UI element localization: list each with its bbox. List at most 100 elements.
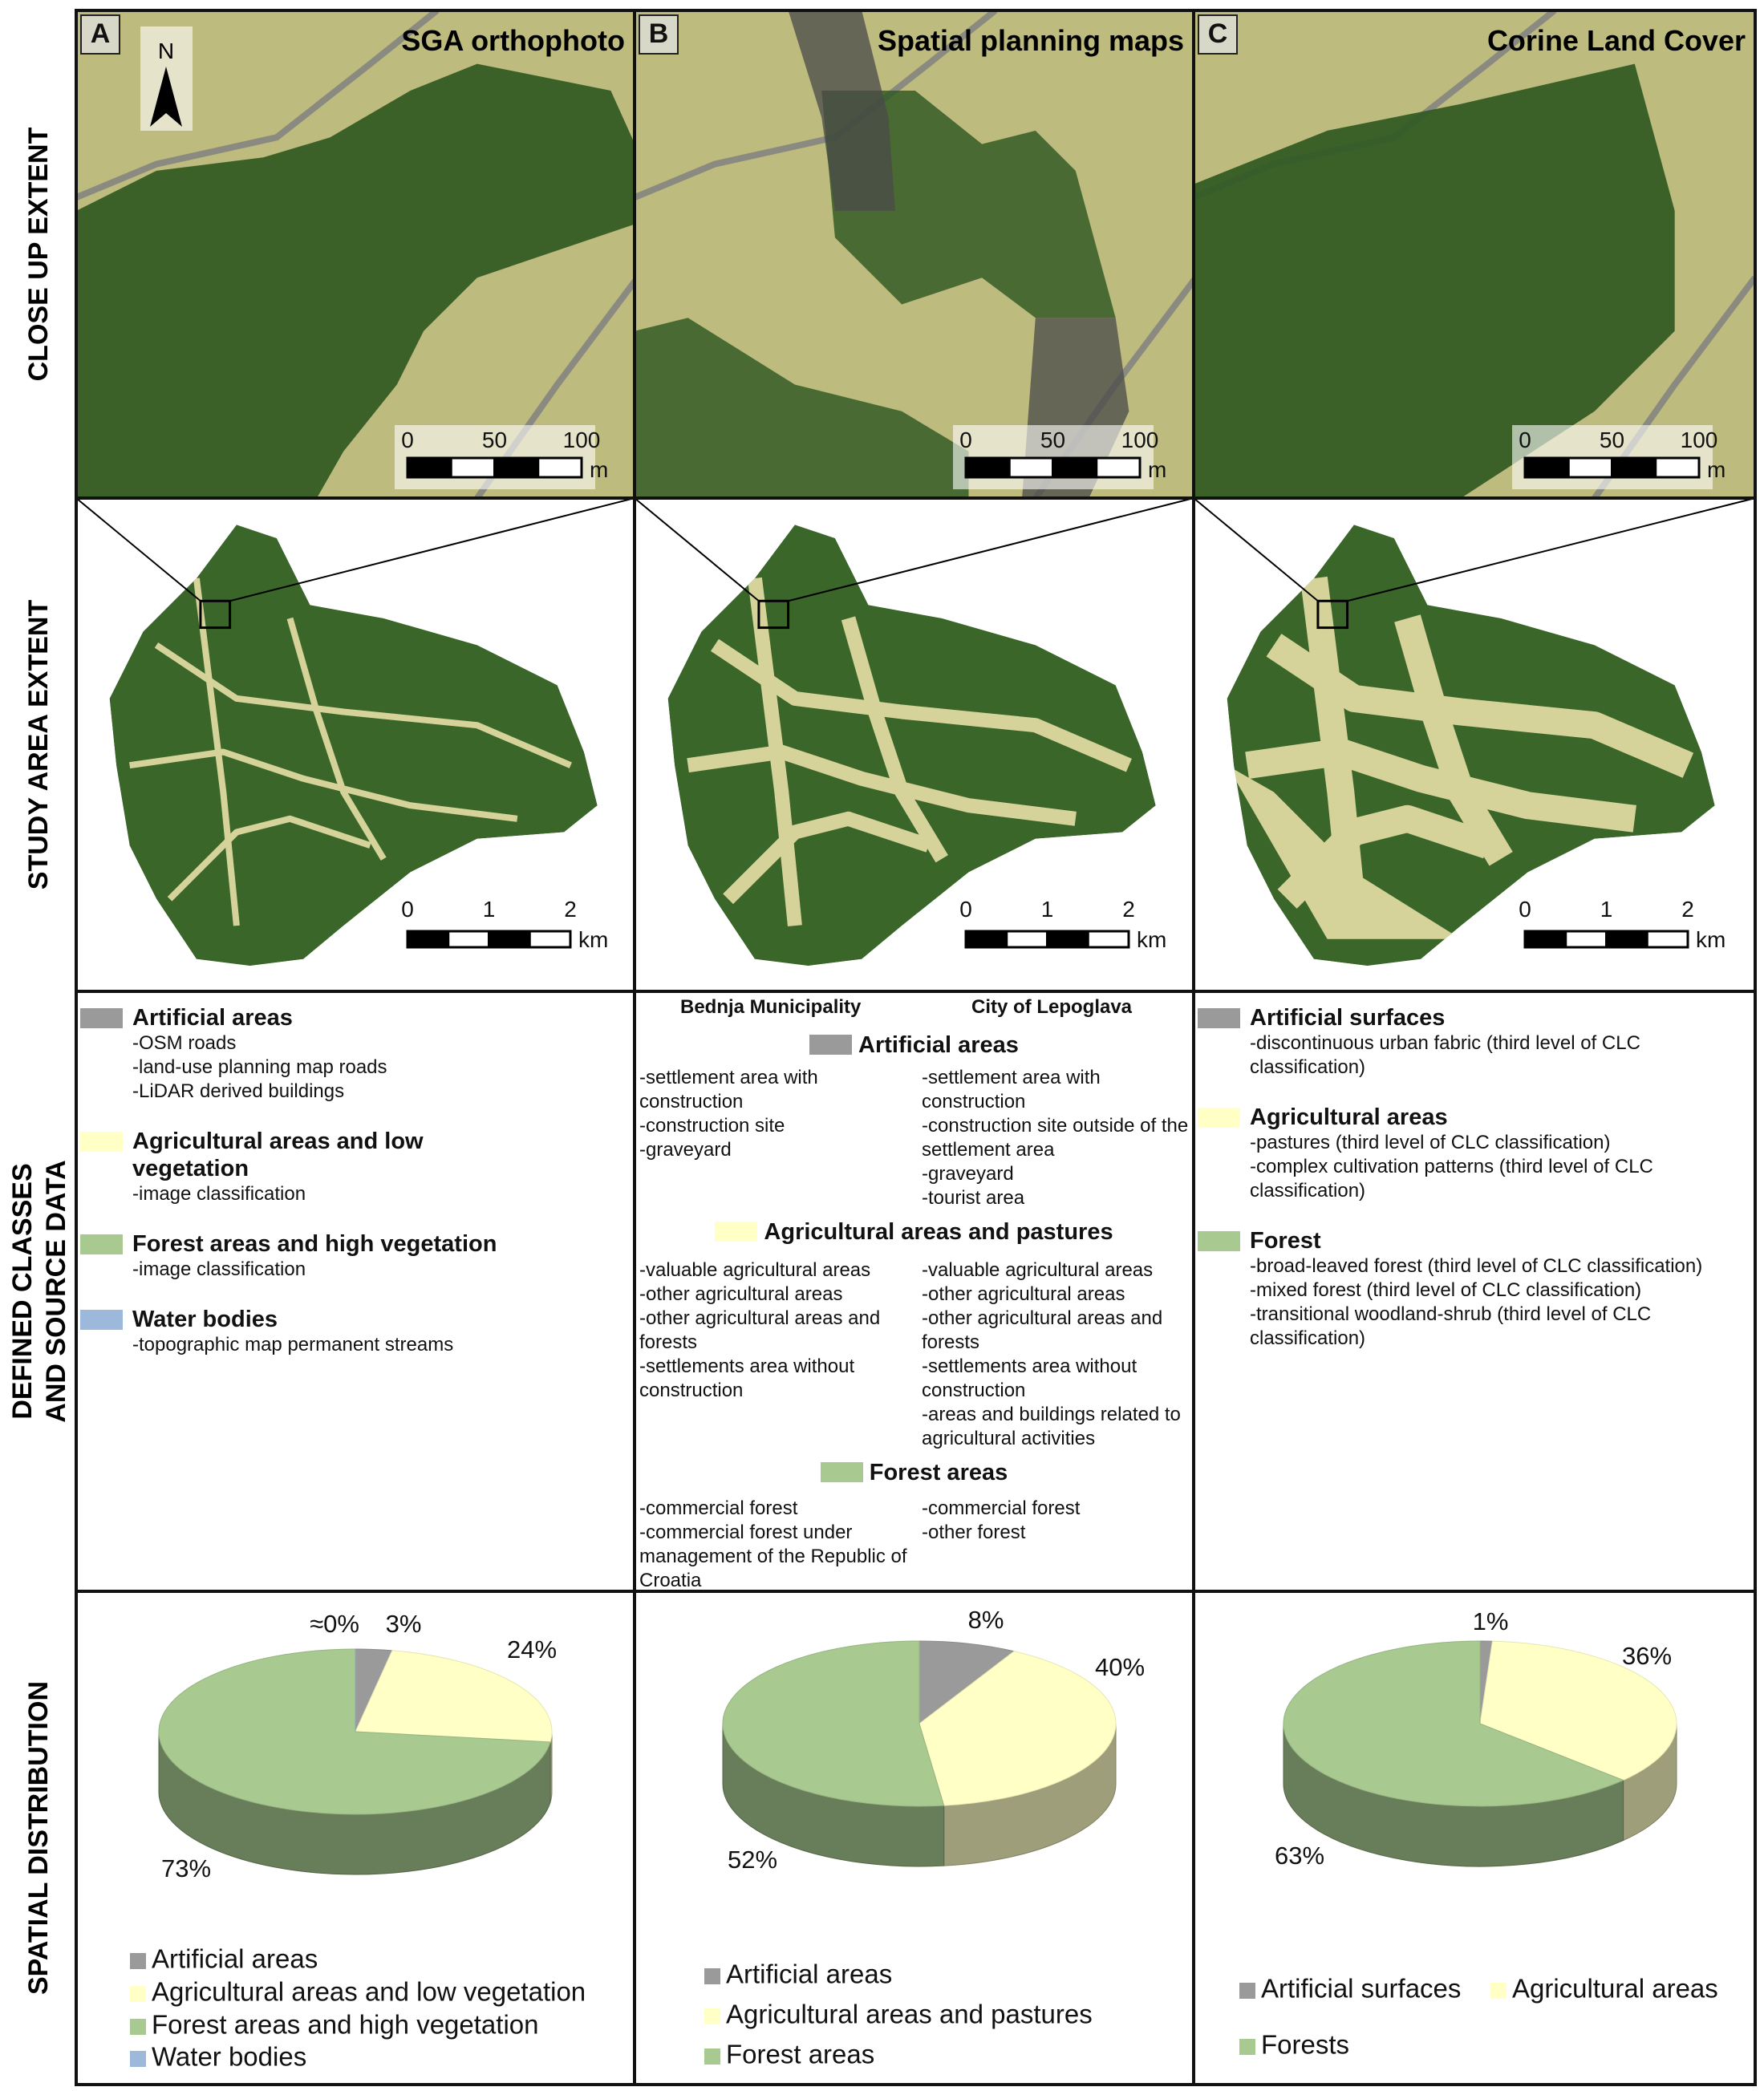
class-item: -graveyard — [639, 1139, 732, 1161]
class-name: Agricultural areas and low vegetation — [132, 1129, 424, 1181]
pie-chart: 8% 40% 52% Artificial areas Agricultural are… — [704, 1606, 1145, 2069]
row-label: CLOSE UP EXTENT — [23, 127, 54, 381]
class-name: Forest areas and high vegetation — [132, 1231, 497, 1257]
scale-bar-segment — [1564, 930, 1608, 949]
closeup-map: A SGA orthophoto N 0 50 100 m — [76, 10, 635, 498]
class-item: -valuable agricultural areas — [922, 1259, 1154, 1281]
legend-swatch — [704, 2048, 720, 2065]
study-area — [1227, 525, 1715, 966]
scale-bar-segment — [528, 930, 572, 949]
legend-swatch — [1239, 2039, 1255, 2055]
class-item: -discontinuous urban fabric (third level… — [1250, 1032, 1640, 1078]
legend-label: Artificial areas — [152, 1944, 318, 1974]
pie-value-label: 40% — [1095, 1653, 1145, 1681]
legend-swatch — [704, 1968, 720, 1984]
legend-swatch — [130, 2019, 146, 2035]
class-items: -image classification — [132, 1258, 614, 1282]
panel-letter-box — [1198, 14, 1238, 55]
class-name: Agricultural areas — [1250, 1104, 1448, 1130]
class-item: -image classification — [132, 1183, 306, 1205]
open-land — [1227, 765, 1462, 939]
row-label: AND SOURCE DATA — [41, 1160, 71, 1422]
class-item: -construction site — [639, 1115, 785, 1137]
class-item: -mixed forest (third level of CLC classi… — [1250, 1279, 1642, 1301]
open-land — [1245, 738, 1636, 833]
open-land — [841, 616, 948, 863]
class-item: -LiDAR derived buildings — [132, 1080, 345, 1102]
scale-unit: km — [1696, 927, 1725, 952]
class-name: Forest areas — [635, 1459, 1194, 1486]
scale-label: 2 — [564, 897, 577, 922]
scale-label: 100 — [563, 428, 601, 452]
class-item: -commercial forest — [639, 1497, 798, 1519]
classes-panel: Artificial surfaces -discontinuous urban … — [1194, 991, 1755, 1591]
class-swatch — [80, 1234, 123, 1254]
scale-label: 100 — [1681, 428, 1718, 452]
pie-slice — [722, 1640, 945, 1807]
legend-swatch — [130, 2051, 146, 2067]
pie-value-label: 63% — [1275, 1842, 1324, 1870]
legend-swatch — [130, 1986, 146, 2002]
panel-letter: C — [1208, 18, 1228, 49]
legend-label: Forest areas and high vegetation — [152, 2010, 538, 2040]
class-item: -other agricultural areas and forests — [922, 1307, 1163, 1353]
pie-slice — [1479, 1640, 1677, 1781]
scale-bar-segment — [1523, 456, 1570, 479]
class-entry: Artificial surfaces -discontinuous urban … — [1194, 1004, 1755, 1080]
scale-bar-segment — [537, 456, 583, 479]
class-item: -construction site outside of the settle… — [922, 1115, 1189, 1161]
scale-unit: m — [1707, 457, 1725, 482]
legend-swatch — [704, 2008, 720, 2024]
legend-label: Water bodies — [152, 2042, 306, 2072]
pie-value-label: ≈0% — [310, 1610, 359, 1638]
scale-bar-segment — [1008, 456, 1054, 479]
forest-patch — [76, 63, 635, 498]
class-items: -OSM roads -land-use planning map roads -L… — [132, 1031, 614, 1104]
pie-slice — [158, 1648, 551, 1815]
pie-value-label: 52% — [728, 1846, 777, 1874]
class-swatch — [1198, 1231, 1240, 1251]
scale-label: 0 — [959, 897, 972, 922]
class-name-text: Artificial areas — [858, 1032, 1019, 1058]
zoom-line — [75, 497, 201, 602]
scale-label: 0 — [959, 428, 972, 452]
scale-label: 50 — [1040, 428, 1065, 452]
class-entry: Agricultural areas and low vegetation -im… — [76, 1128, 635, 1206]
scale-bar-segment — [1086, 930, 1130, 949]
panel-border — [1192, 1590, 1757, 2086]
class-name: Forest — [1250, 1228, 1321, 1254]
forest-patch — [635, 318, 969, 498]
pie-chart: 3% 24% 73% ≈0% Artificial areasAgricultural … — [130, 1610, 586, 2072]
scale-bar-segment — [1005, 930, 1048, 949]
legend-label: Forest areas — [726, 2040, 874, 2069]
class-item: -settlements area without construction — [639, 1356, 855, 1401]
scale-label: 0 — [1519, 428, 1531, 452]
class-entry: Forest areas and high vegetation -image c… — [76, 1230, 635, 1282]
class-items: -valuable agricultural areas -other agric… — [639, 1258, 916, 1403]
panel-letter-box — [639, 14, 679, 55]
pie-value-label: 36% — [1622, 1642, 1672, 1670]
class-item: -other forest — [922, 1522, 1026, 1543]
pie-slice — [355, 1650, 553, 1743]
panel-letter: A — [91, 18, 111, 49]
class-item: -settlement area with construction — [639, 1067, 818, 1112]
pie-value-label: 1% — [1473, 1607, 1509, 1635]
scale-label: 2 — [1681, 897, 1694, 922]
panel-title: Spatial planning maps — [878, 24, 1184, 57]
classes-panel: Artificial areas -OSM roads -land-use plan… — [76, 991, 635, 1591]
class-item: -topographic map permanent streams — [132, 1334, 454, 1356]
class-swatch — [809, 1035, 853, 1055]
scale-bar-segment — [1095, 456, 1142, 479]
class-item: -settlement area with construction — [922, 1067, 1101, 1112]
scale-label: 1 — [1041, 897, 1054, 922]
open-land — [747, 577, 802, 926]
scale-bar-segment — [406, 456, 452, 479]
class-item: -commercial forest under management of t… — [639, 1522, 907, 1591]
class-swatch — [1198, 1108, 1240, 1128]
artificial-patch — [788, 10, 895, 211]
classes-panel: Bednja Municipality City of Lepoglava Arti… — [635, 991, 1194, 1591]
class-entry: Forest -broad-leaved forest (third level … — [1194, 1227, 1755, 1351]
legend-swatch — [1490, 1983, 1506, 1999]
class-name: Artificial areas — [635, 1031, 1194, 1059]
panel-title: Corine Land Cover — [1487, 24, 1746, 57]
